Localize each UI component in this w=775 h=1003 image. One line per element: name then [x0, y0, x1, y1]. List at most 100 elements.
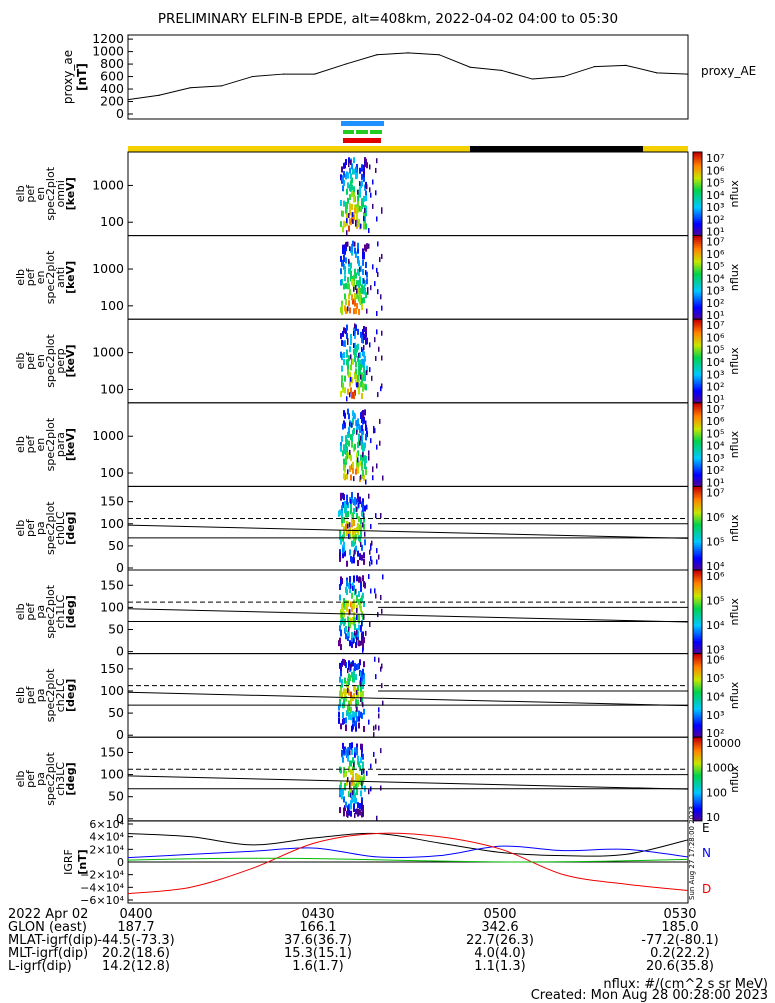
colorbar-segment — [693, 586, 702, 590]
colorbar-segment — [693, 720, 702, 724]
spectrogram-noise-pixel — [370, 285, 372, 291]
colorbar-tick-label: 10 — [706, 811, 720, 824]
panel-ylabel: pa — [34, 605, 47, 619]
spectrogram-noise-pixel — [357, 457, 359, 463]
colorbar-segment — [693, 160, 702, 163]
spectrogram-pixel — [361, 544, 363, 551]
spectrogram-noise-pixel — [360, 677, 362, 683]
spectrogram-pixel — [353, 789, 355, 796]
spectrogram-pixel — [350, 555, 352, 562]
spectrogram-pixel — [350, 714, 352, 721]
colorbar-segment — [693, 317, 702, 320]
panel-ylabel: en — [34, 438, 47, 452]
spectrogram-noise-pixel — [357, 382, 359, 388]
spectrogram-pixel — [359, 352, 361, 359]
spectrogram-pixel — [342, 501, 344, 508]
spectrogram-pixel — [358, 599, 360, 606]
spectrogram-pixel — [354, 389, 356, 396]
spectrogram-noise-pixel — [362, 647, 364, 653]
spectrogram-pixel — [354, 720, 356, 727]
colorbar-segment — [693, 716, 702, 719]
spectrogram-pixel — [348, 225, 350, 232]
panel-tick-label: 100 — [100, 381, 124, 396]
spectrogram-noise-pixel — [370, 545, 372, 551]
spectrogram-pixel — [341, 788, 343, 795]
spectrogram-pixel — [364, 288, 366, 295]
igrf-tick-label: −4×10⁴ — [80, 881, 124, 894]
colorbar-segment — [693, 597, 702, 600]
colorbar-segment — [693, 634, 702, 638]
footer-value: 22.7(26.3) — [465, 933, 535, 948]
spectrogram-noise-pixel — [354, 241, 356, 247]
spectrogram-noise-pixel — [380, 294, 382, 300]
panel-ylabel: ch1LC — [54, 595, 67, 629]
colorbar-segment — [693, 693, 702, 696]
spectrogram-pixel — [348, 300, 350, 307]
spectrogram-pixel — [352, 391, 354, 398]
colorbar-segment — [693, 415, 702, 418]
colorbar-segment — [693, 507, 702, 510]
spectrogram-pixel — [344, 293, 346, 300]
spectrogram-pixel — [342, 386, 344, 393]
colorbar-segment — [693, 590, 702, 594]
spectrogram-noise-pixel — [360, 435, 362, 441]
proxy-ae-yunit: [nT] — [75, 63, 89, 91]
spectrogram-pixel — [340, 279, 342, 286]
colorbar-segment — [693, 664, 702, 667]
spectrogram-pixel — [339, 584, 341, 591]
spectrogram-noise-pixel — [370, 763, 372, 769]
spectrogram-pixel — [349, 167, 351, 174]
proxy-ae-axes-frame — [127, 34, 689, 120]
colorbar-segment — [693, 346, 702, 349]
spectrogram-noise-pixel — [349, 522, 351, 528]
spectrogram-pixel — [346, 450, 348, 457]
colorbar-segment — [693, 181, 702, 184]
spectrogram-pixel — [357, 699, 359, 706]
spectrogram-pixel — [343, 444, 345, 451]
spectrogram-noise-pixel — [356, 629, 358, 635]
colorbar-segment — [693, 417, 702, 421]
spectrogram-pixel — [363, 552, 365, 559]
colorbar-segment — [693, 779, 702, 782]
spectrogram-pixel — [353, 519, 355, 526]
spectrogram-pixel — [362, 690, 364, 697]
spectrogram-pixel — [355, 698, 357, 705]
spectrogram-pixel — [363, 581, 365, 588]
panel-ylabel: pa — [34, 772, 47, 786]
spectrogram-pixel — [357, 631, 359, 638]
spectrogram-noise-pixel — [372, 203, 374, 209]
spectrogram-pixel — [351, 249, 353, 256]
spectrogram-noise-pixel — [355, 809, 357, 815]
spectrogram-pixel — [351, 518, 353, 525]
panel-ylabel: [deg] — [64, 595, 77, 628]
spectrogram-pixel — [344, 268, 346, 275]
spectrogram-pixel — [341, 577, 343, 584]
spectrogram-noise-pixel — [381, 608, 383, 614]
spectrogram-pixel — [343, 473, 345, 480]
colorbar-segment — [693, 197, 702, 201]
spectrogram-noise-pixel — [365, 270, 367, 276]
spectrogram-pixel — [350, 173, 352, 180]
panel-ylabel: omni — [54, 180, 67, 207]
spectrogram-pixel — [349, 787, 351, 794]
spectrogram-pixel — [339, 555, 341, 562]
spectrogram-pixel — [354, 664, 356, 671]
colorbar-segment — [693, 749, 702, 753]
colorbar-segment — [693, 400, 702, 404]
panel-tick-label: 50 — [108, 789, 124, 804]
colorbar-tick-label: 10⁵ — [706, 427, 724, 440]
colorbar-segment — [693, 515, 702, 519]
spectrogram-pixel — [347, 600, 349, 607]
spectrogram-pixel — [355, 344, 357, 351]
spectrogram-pixel — [364, 280, 366, 287]
colorbar-tick-label: 10³ — [706, 368, 724, 381]
spectrogram-noise-pixel — [347, 777, 349, 783]
spectrogram-noise-pixel — [369, 164, 371, 170]
spectrogram-pixel — [341, 511, 343, 518]
spectrogram-pixel — [351, 749, 353, 756]
spectrogram-noise-pixel — [375, 593, 377, 599]
spectrogram-pixel — [361, 746, 363, 753]
footer-value: 20.2(18.6) — [101, 946, 171, 961]
spectrogram-pixel — [356, 290, 358, 297]
panel-ylabel: spec2plot — [44, 501, 57, 555]
